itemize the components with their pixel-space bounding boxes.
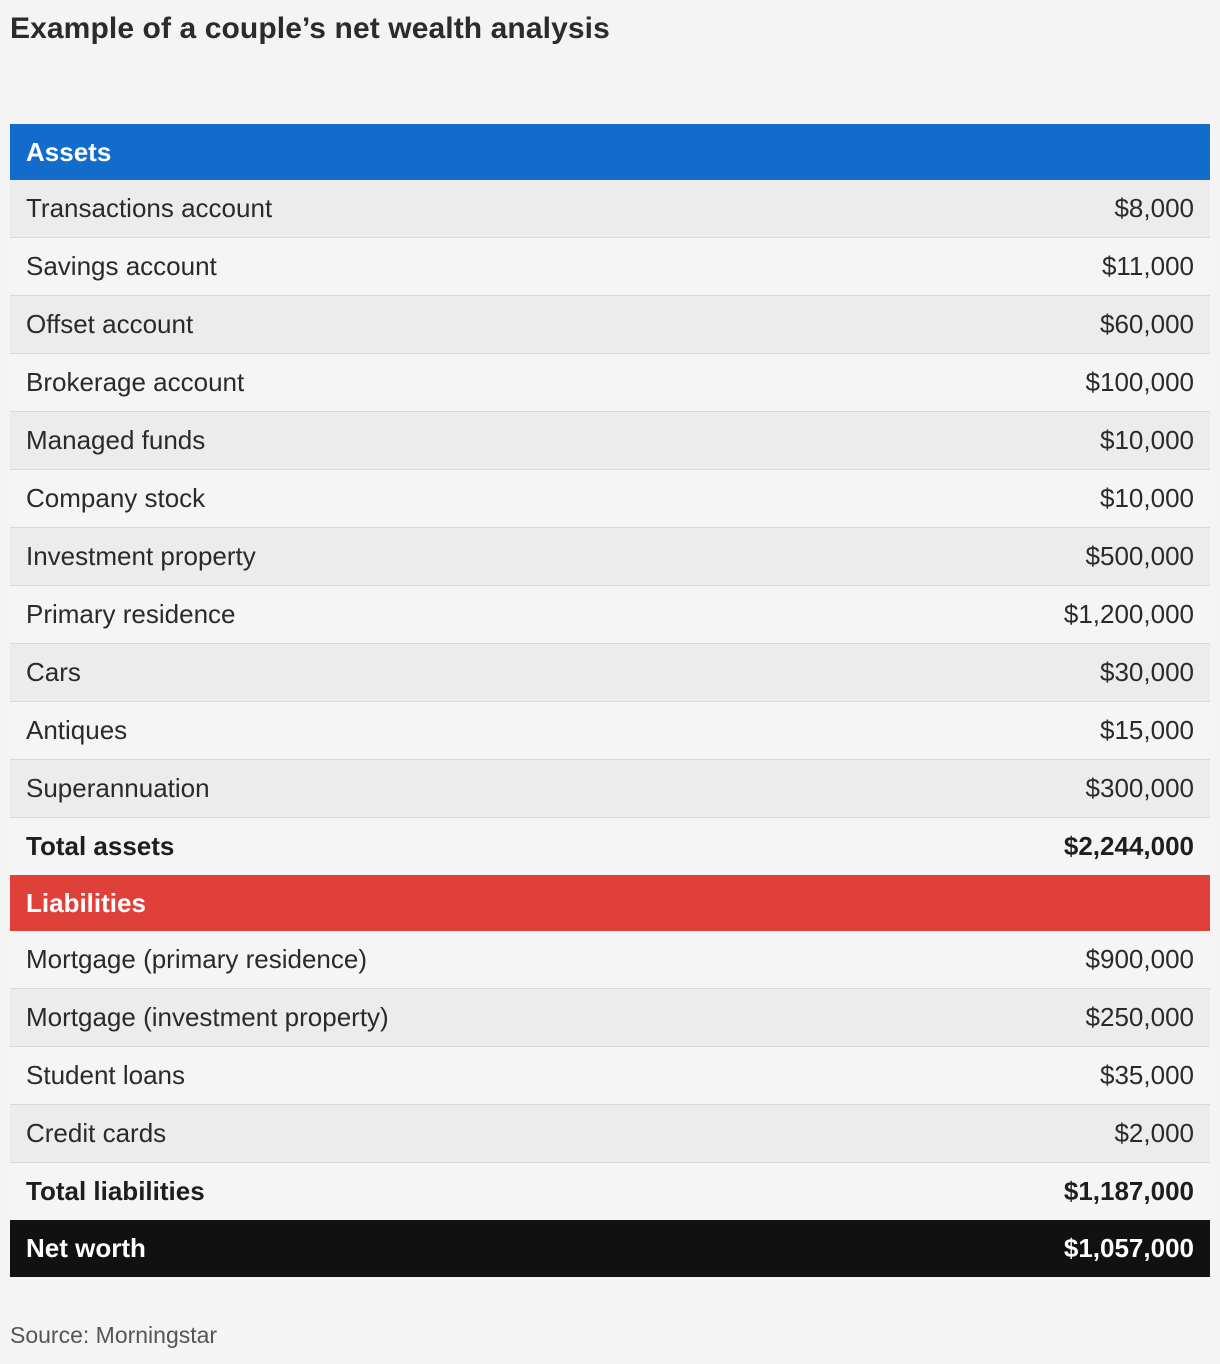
table-row: Company stock $10,000	[10, 470, 1210, 528]
row-value: $250,000	[1085, 1002, 1194, 1032]
total-row-assets: Total assets $2,244,000	[10, 818, 1210, 875]
row-value: $2,000	[1114, 1118, 1194, 1148]
row-value: $100,000	[1085, 367, 1194, 397]
total-label: Total assets	[26, 831, 175, 861]
page-title: Example of a couple’s net wealth analysi…	[10, 12, 610, 45]
table-row: Investment property $500,000	[10, 528, 1210, 586]
row-label: Mortgage (primary residence)	[26, 944, 368, 974]
table-row: Superannuation $300,000	[10, 760, 1210, 818]
table-row: Mortgage (primary residence) $900,000	[10, 931, 1210, 989]
table-row: Offset account $60,000	[10, 296, 1210, 354]
row-label: Primary residence	[26, 599, 236, 629]
section-header-assets: Assets	[10, 124, 1210, 180]
row-label: Credit cards	[26, 1118, 167, 1148]
row-label: Managed funds	[26, 425, 206, 455]
row-label: Mortgage (investment property)	[26, 1002, 389, 1032]
table-row: Savings account $11,000	[10, 238, 1210, 296]
net-worth-label: Net worth	[26, 1233, 146, 1263]
row-value: $15,000	[1100, 715, 1194, 745]
table-row: Antiques $15,000	[10, 702, 1210, 760]
row-value: $30,000	[1100, 657, 1194, 687]
row-label: Company stock	[26, 483, 206, 513]
row-value: $11,000	[1101, 251, 1194, 281]
row-value: $10,000	[1100, 483, 1194, 513]
section-label: Liabilities	[26, 887, 146, 918]
row-value: $1,200,000	[1063, 599, 1194, 629]
row-value: $8,000	[1114, 193, 1194, 223]
table-row: Cars $30,000	[10, 644, 1210, 702]
table-row: Student loans $35,000	[10, 1047, 1210, 1105]
row-value: $35,000	[1100, 1060, 1194, 1090]
row-value: $300,000	[1085, 773, 1194, 803]
row-value: $10,000	[1100, 425, 1194, 455]
total-value: $2,244,000	[1063, 831, 1194, 861]
section-label: Assets	[26, 136, 112, 167]
table-row: Mortgage (investment property) $250,000	[10, 989, 1210, 1047]
row-label: Antiques	[26, 715, 128, 745]
row-label: Offset account	[26, 309, 194, 339]
row-label: Investment property	[26, 541, 256, 571]
net-wealth-table: Assets Transactions account $8,000 Saving…	[10, 124, 1210, 1277]
row-value: $60,000	[1100, 309, 1194, 339]
net-worth-value: $1,057,000	[1063, 1233, 1194, 1263]
row-label: Transactions account	[26, 193, 273, 223]
row-label: Student loans	[26, 1060, 186, 1090]
section-header-liabilities: Liabilities	[10, 875, 1210, 931]
row-value: $500,000	[1085, 541, 1194, 571]
table-row: Primary residence $1,200,000	[10, 586, 1210, 644]
source-note: Source: Morningstar	[10, 1322, 218, 1348]
row-value: $900,000	[1085, 944, 1194, 974]
row-label: Cars	[26, 657, 81, 687]
table-row: Transactions account $8,000	[10, 180, 1210, 238]
total-row-liabilities: Total liabilities $1,187,000	[10, 1163, 1210, 1220]
table-row: Managed funds $10,000	[10, 412, 1210, 470]
row-label: Superannuation	[26, 773, 210, 803]
table-row: Brokerage account $100,000	[10, 354, 1210, 412]
net-worth-row: Net worth $1,057,000	[10, 1220, 1210, 1277]
total-value: $1,187,000	[1063, 1176, 1194, 1206]
row-label: Brokerage account	[26, 367, 245, 397]
row-label: Savings account	[26, 251, 217, 281]
table-row: Credit cards $2,000	[10, 1105, 1210, 1163]
total-label: Total liabilities	[26, 1176, 205, 1206]
